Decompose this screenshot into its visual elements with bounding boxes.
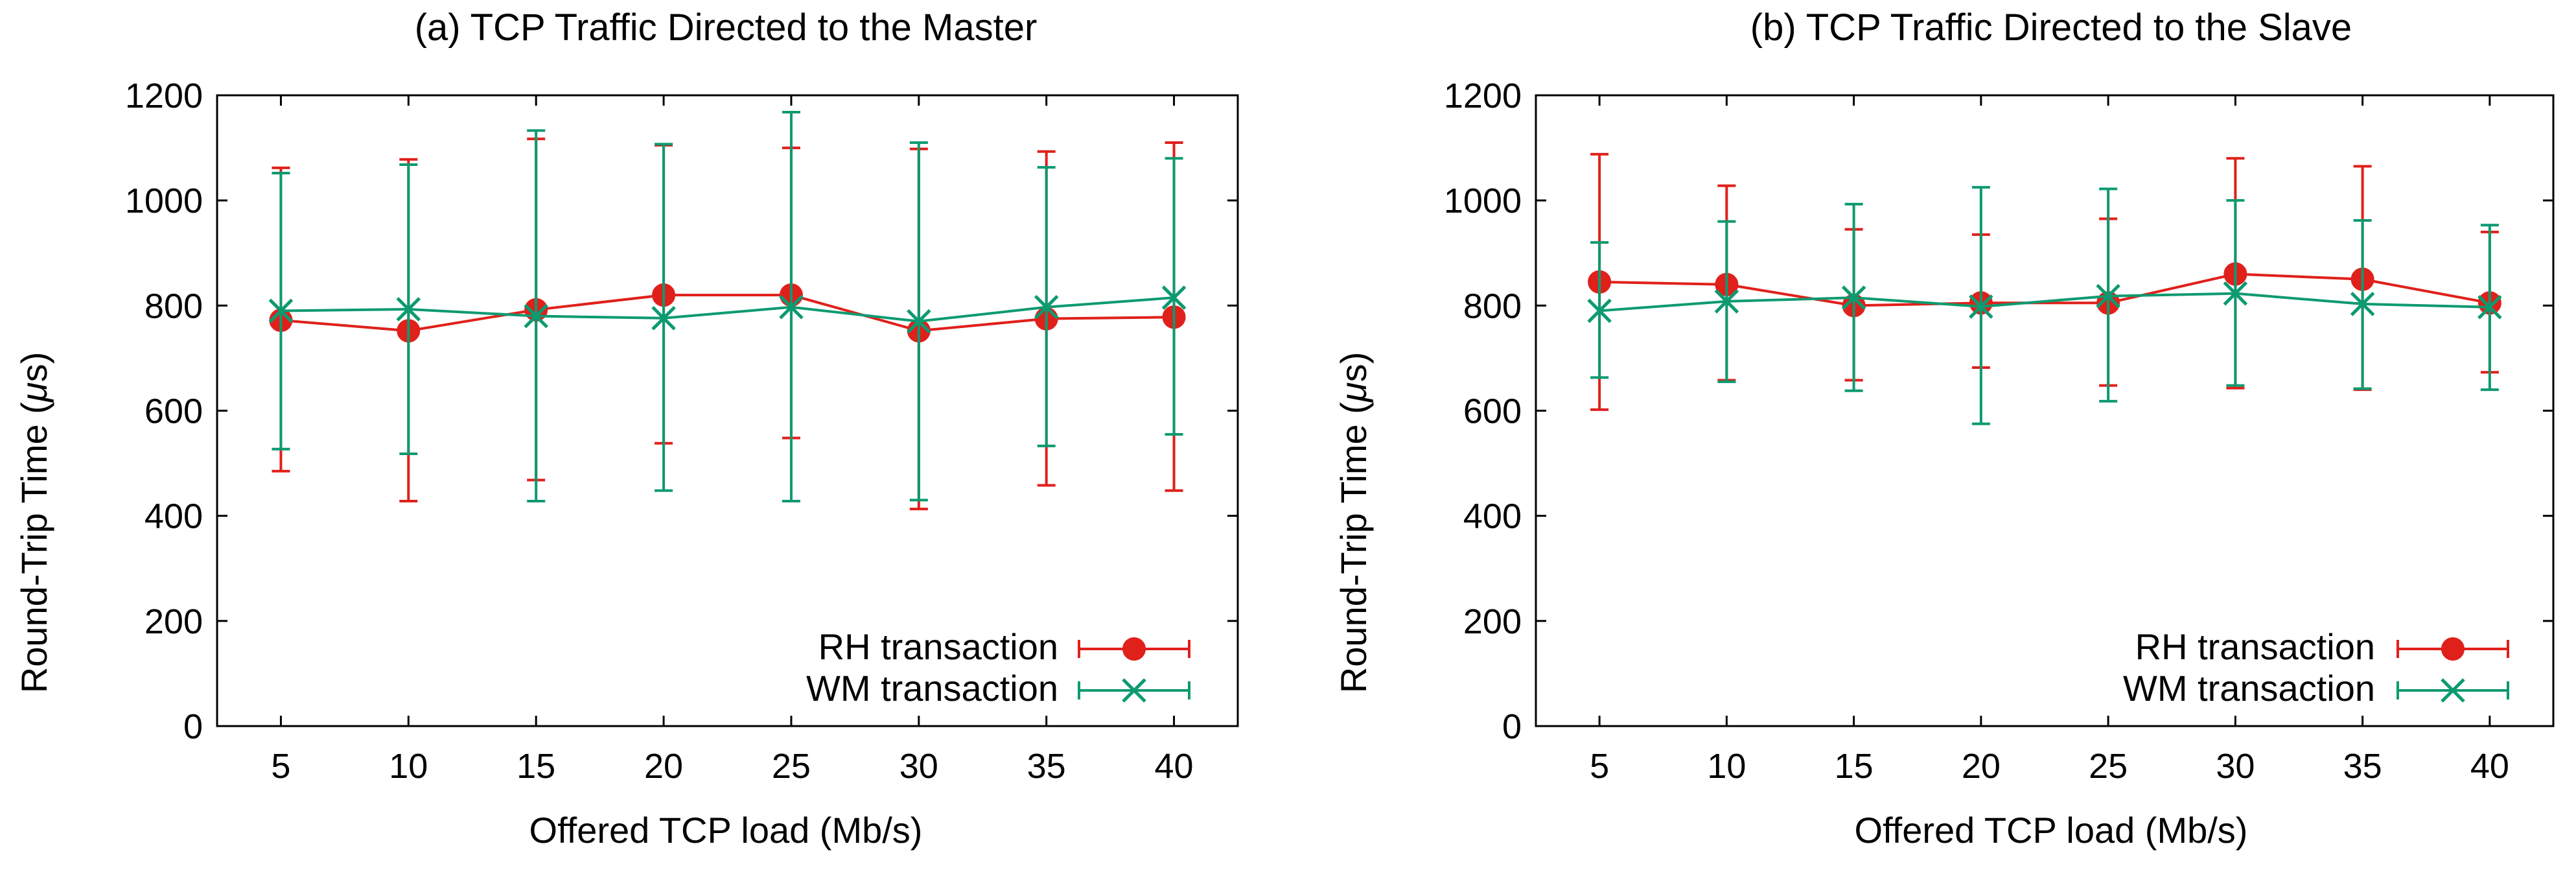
panel-a-xtick-label: 25: [772, 747, 811, 786]
panel-b-ytick-label: 600: [1463, 392, 1522, 431]
panel-a-ticks: 0 200 400 600 800 1000 1200 5 10 15 20 25 30 35 40: [125, 76, 1238, 786]
panel-b-ytick-label: 800: [1463, 287, 1522, 325]
panel-a-legend-wm-marker: [1122, 678, 1146, 703]
panel-b-ytick-label: 400: [1463, 497, 1522, 536]
panel-b-xtick-label: 10: [1707, 747, 1746, 786]
panel-b-ytick-label: 1000: [1444, 182, 1522, 220]
panel-a-xtick-label: 10: [389, 747, 428, 786]
panel-a-wm-point: [1161, 285, 1187, 310]
panel-b-legend-wm-marker: [2441, 678, 2465, 703]
panel-a-wm-line: [281, 296, 1174, 323]
panel-a-legend-wm-label: WM transaction: [806, 668, 1058, 709]
panel-a-xtick-label: 40: [1155, 747, 1194, 786]
panel-a-ytick-label: 800: [145, 287, 203, 325]
panel-a-ytick-label: 1000: [125, 182, 203, 220]
panel-a-series-wm: [268, 110, 1187, 502]
panel-a-xtick-label: 35: [1027, 747, 1066, 786]
panel-a-wm-point: [779, 294, 804, 320]
panel-b-ticks: 0 200 400 600 800 1000 1200 5 10 15 20 25 30 35 40: [1444, 76, 2553, 786]
panel-b-xtick-label: 40: [2470, 747, 2509, 786]
panel-b-xtick-label: 35: [2343, 747, 2382, 786]
panel-b-legend-rh-marker: [2441, 637, 2465, 661]
panel-b-legend: RH transaction WM transaction: [2123, 626, 2509, 709]
panel-a-y-axis-label: Round-Trip Time (μs): [14, 352, 54, 694]
panel-a-wm-point: [396, 297, 421, 322]
panel-a-wm-point: [907, 309, 931, 334]
panel-b-plot-frame: [1535, 94, 2555, 727]
panel-a-xtick-label: 30: [899, 747, 938, 786]
panel-b-xtick-label: 15: [1835, 747, 1874, 786]
panel-b-wm-point: [2477, 294, 2502, 320]
panel-a-rh-line: [281, 294, 1174, 333]
panel-b-wm-line: [1599, 292, 2490, 312]
panel-a-wm-point: [524, 303, 548, 329]
panel-a-wm-point: [268, 298, 294, 323]
panel-a-title: (a) TCP Traffic Directed to the Master: [415, 6, 1038, 49]
panel-b-wm-point: [1969, 294, 1993, 319]
panel-b-ytick-label: 1200: [1444, 76, 1522, 115]
panel-b-wm-point: [1714, 289, 1739, 314]
panel-a-plot-frame: [216, 94, 1239, 727]
panel-b-legend-wm-label: WM transaction: [2123, 668, 2375, 709]
panel-b-title: (b) TCP Traffic Directed to the Slave: [1750, 6, 2352, 49]
panel-b-wm-point: [1587, 298, 1612, 323]
panel-b-legend-rh-label: RH transaction: [2135, 626, 2375, 667]
panel-b-series-wm: [1587, 185, 2502, 425]
panel-a-ytick-label: 600: [145, 392, 203, 431]
panel-a-wm-point: [1034, 294, 1059, 320]
panel-b: (b) TCP Traffic Directed to the Slave Of…: [1333, 6, 2555, 851]
panel-a-xtick-label: 15: [516, 747, 555, 786]
panel-b-wm-point: [2350, 292, 2375, 316]
panel-a-ytick-label: 400: [145, 497, 203, 536]
panel-a-ytick-label: 1200: [125, 76, 203, 115]
panel-b-rh-line: [1599, 272, 2490, 307]
panel-b-series-rh: [1588, 152, 2501, 411]
panel-b-x-axis-label: Offered TCP load (Mb/s): [1855, 810, 2248, 851]
panel-a-legend-rh-label: RH transaction: [818, 626, 1058, 667]
panel-a-xtick-label: 20: [644, 747, 683, 786]
panel-b-y-axis-label: Round-Trip Time (μs): [1333, 352, 1374, 694]
panel-b-wm-point: [2223, 281, 2248, 306]
panel-b-xtick-label: 20: [1962, 747, 2001, 786]
panel-a: (a) TCP Traffic Directed to the Master O…: [14, 6, 1239, 851]
panel-a-x-axis-label: Offered TCP load (Mb/s): [529, 810, 923, 851]
panel-b-wm-point: [2096, 283, 2120, 309]
panel-b-ytick-label: 200: [1463, 602, 1522, 641]
panel-a-wm-point: [651, 306, 676, 331]
panel-a-xtick-label: 5: [271, 747, 290, 786]
panel-b-xtick-label: 5: [1590, 747, 1609, 786]
panel-a-ytick-label: 0: [183, 707, 203, 746]
panel-b-xtick-label: 30: [2216, 747, 2255, 786]
panel-a-ytick-label: 200: [145, 602, 203, 641]
panel-b-ytick-label: 0: [1502, 707, 1522, 746]
panel-a-legend: RH transaction WM transaction: [806, 626, 1190, 709]
panel-a-legend-rh-marker: [1122, 637, 1146, 661]
panel-b-xtick-label: 25: [2089, 747, 2128, 786]
panel-b-wm-point: [1841, 285, 1866, 310]
